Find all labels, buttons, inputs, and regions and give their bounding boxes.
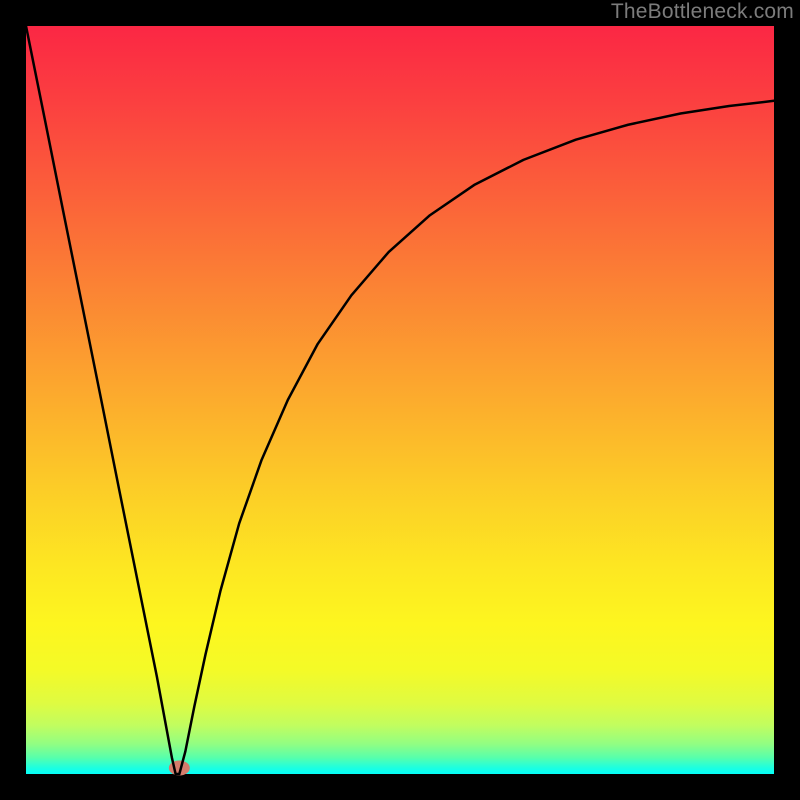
watermark-text: TheBottleneck.com — [611, 0, 794, 24]
plot-area — [26, 26, 774, 774]
figure-root: TheBottleneck.com — [0, 0, 800, 800]
curve-layer — [26, 26, 774, 774]
bottleneck-curve — [26, 26, 774, 774]
